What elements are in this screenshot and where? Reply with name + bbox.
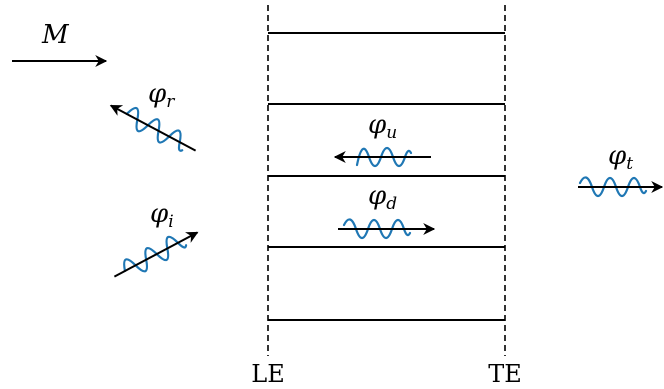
upstream-wave <box>333 146 431 168</box>
mach-label: M <box>41 20 70 50</box>
downstream-wave-label: φd <box>368 181 397 214</box>
incident-wave-label: φi <box>150 199 174 232</box>
downstream-wave <box>338 218 436 240</box>
incident-wave <box>113 231 199 278</box>
upstream-wave-label: φu <box>368 110 397 143</box>
trailing-edge-label: TE <box>488 360 522 388</box>
reflected-wave <box>109 104 197 152</box>
transmitted-wave-label: φt <box>608 141 633 174</box>
transmitted-wave <box>578 176 664 198</box>
leading-edge-label: LE <box>251 360 284 388</box>
reflected-wave-label: φr <box>148 79 175 112</box>
